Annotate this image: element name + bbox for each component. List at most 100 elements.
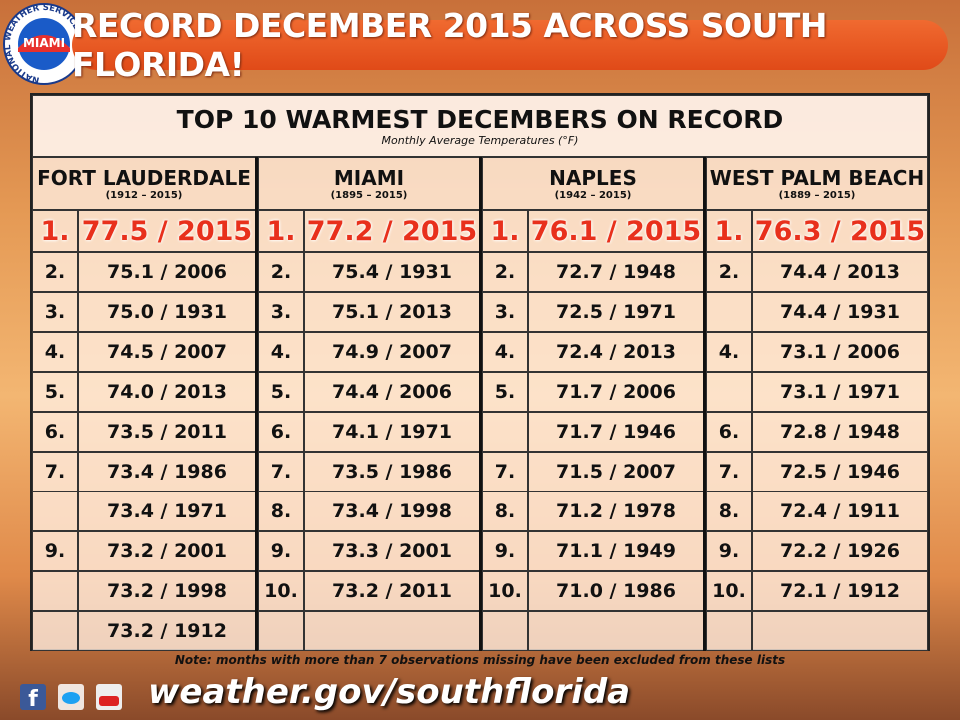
record: 75.1 / 2013: [304, 291, 480, 332]
rank: 5.: [258, 371, 304, 412]
rank: 7.: [258, 451, 304, 492]
record: 71.2 / 1978: [528, 491, 704, 532]
table-title: TOP 10 WARMEST DECEMBERS ON RECORD: [176, 105, 784, 134]
record: 71.1 / 1949: [528, 531, 704, 572]
record: 77.5 / 2015: [78, 210, 256, 252]
record: 71.5 / 2007: [528, 451, 704, 492]
record: 72.7 / 1948: [528, 252, 704, 292]
footer-url: weather.gov/southflorida: [148, 672, 631, 712]
rank: 10.: [258, 571, 304, 612]
rank: 7.: [32, 451, 78, 492]
record: 75.4 / 1931: [304, 252, 480, 292]
rank: 4.: [706, 331, 752, 372]
station-name: NAPLES: [549, 166, 637, 190]
rank: 7.: [706, 451, 752, 492]
record: 72.2 / 1926: [752, 531, 928, 572]
record: 73.4 / 1986: [78, 451, 256, 492]
rank: [32, 611, 78, 652]
record: 73.5 / 1986: [304, 451, 480, 492]
rank: [482, 611, 528, 652]
rank: 9.: [32, 531, 78, 572]
rank: 5.: [32, 371, 78, 412]
record: 72.1 / 1912: [752, 571, 928, 612]
station-name: FORT LAUDERDALE: [37, 166, 251, 190]
nws-logo: NATIONAL WEATHER SERVICE MIAMI: [3, 3, 85, 85]
record: 74.9 / 2007: [304, 331, 480, 372]
record: [752, 611, 928, 652]
rank: 3.: [258, 291, 304, 332]
record: 76.3 / 2015: [752, 210, 928, 252]
record: 74.0 / 2013: [78, 371, 256, 412]
rank: 4.: [258, 331, 304, 372]
rank: [32, 571, 78, 612]
record: 73.5 / 2011: [78, 411, 256, 452]
rank: 2.: [706, 252, 752, 292]
rank: 6.: [258, 411, 304, 452]
record: 75.0 / 1931: [78, 291, 256, 332]
rank: 4.: [482, 331, 528, 372]
rank: 10.: [482, 571, 528, 612]
record: 75.1 / 2006: [78, 252, 256, 292]
rank: 2.: [258, 252, 304, 292]
record: 74.4 / 2013: [752, 252, 928, 292]
record: 77.2 / 2015: [304, 210, 480, 252]
record: 71.0 / 1986: [528, 571, 704, 612]
svg-text:f: f: [28, 687, 38, 712]
rank: [258, 611, 304, 652]
social-icons: f: [20, 684, 122, 712]
record: 74.4 / 1931: [752, 291, 928, 332]
station-name: MIAMI: [333, 166, 405, 190]
rank: [482, 411, 528, 452]
table-subtitle: Monthly Average Temperatures (°F): [381, 134, 579, 147]
record: 73.1 / 1971: [752, 371, 928, 412]
record: 73.2 / 1998: [78, 571, 256, 612]
records-table: TOP 10 WARMEST DECEMBERS ON RECORD Monthl…: [30, 93, 930, 652]
rank: 8.: [482, 491, 528, 532]
record: 71.7 / 1946: [528, 411, 704, 452]
rank: 6.: [706, 411, 752, 452]
note: Note: months with more than 7 observatio…: [174, 653, 786, 667]
record: 73.2 / 2001: [78, 531, 256, 572]
rank: 8.: [706, 491, 752, 532]
record: 72.8 / 1948: [752, 411, 928, 452]
rank: [706, 611, 752, 652]
logo-city: MIAMI: [23, 36, 65, 50]
banner-title: RECORD DECEMBER 2015 ACROSS SOUTH FLORID…: [72, 6, 948, 84]
station-period: (1942 – 2015): [554, 190, 632, 201]
station-header: MIAMI (1895 – 2015): [258, 157, 480, 210]
record: 71.7 / 2006: [528, 371, 704, 412]
record: [304, 611, 480, 652]
rank: 5.: [482, 371, 528, 412]
station-header: WEST PALM BEACH (1889 – 2015): [706, 157, 928, 210]
rank: 3.: [32, 291, 78, 332]
column-separator: [479, 157, 482, 651]
record: 76.1 / 2015: [528, 210, 704, 252]
rank: 1.: [32, 210, 78, 252]
record: 74.1 / 1971: [304, 411, 480, 452]
rank: [706, 291, 752, 332]
record: 74.5 / 2007: [78, 331, 256, 372]
rank: 2.: [32, 252, 78, 292]
rank: 9.: [258, 531, 304, 572]
station-header: FORT LAUDERDALE (1912 – 2015): [32, 157, 256, 210]
rank: 1.: [482, 210, 528, 252]
rank: 6.: [32, 411, 78, 452]
record: 73.2 / 2011: [304, 571, 480, 612]
title-block: TOP 10 WARMEST DECEMBERS ON RECORD Monthl…: [32, 95, 928, 157]
record: 74.4 / 2006: [304, 371, 480, 412]
column-separator: [255, 157, 258, 651]
rank: [706, 371, 752, 412]
record: 72.5 / 1946: [752, 451, 928, 492]
record: 73.4 / 1971: [78, 491, 256, 532]
record: 72.5 / 1971: [528, 291, 704, 332]
station-period: (1912 – 2015): [105, 190, 183, 201]
rank: 8.: [258, 491, 304, 532]
station-header: NAPLES (1942 – 2015): [482, 157, 704, 210]
station-period: (1889 – 2015): [778, 190, 856, 201]
station-name: WEST PALM BEACH: [709, 166, 925, 190]
rank: 7.: [482, 451, 528, 492]
record: 73.4 / 1998: [304, 491, 480, 532]
station-period: (1895 – 2015): [330, 190, 408, 201]
record: 73.3 / 2001: [304, 531, 480, 572]
rank: 10.: [706, 571, 752, 612]
